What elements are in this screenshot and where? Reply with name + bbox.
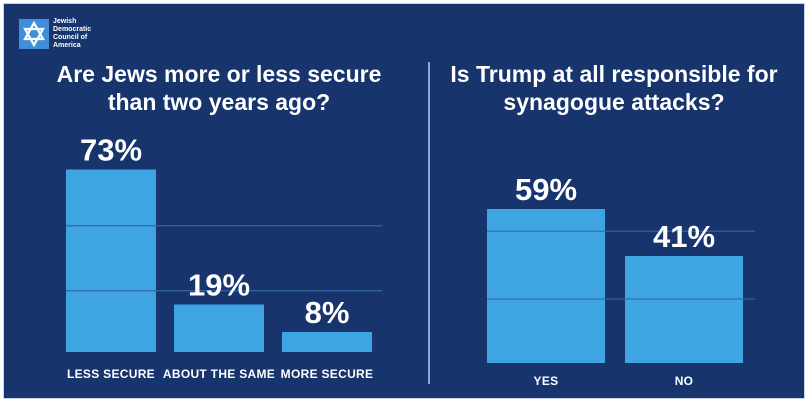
infographic-frame: Jewish Democratic Council of America Are…	[3, 3, 805, 399]
chart-title-trump: Is Trump at all responsible for synagogu…	[450, 61, 778, 115]
value-label: 19%	[188, 268, 250, 303]
jdca-logo: Jewish Democratic Council of America	[19, 16, 119, 52]
category-label: ABOUT THE SAME	[163, 367, 275, 381]
bar-trump-2	[625, 255, 743, 363]
value-label: 8%	[305, 295, 350, 330]
category-label: YES	[534, 374, 559, 388]
bar-security-1	[66, 169, 156, 352]
logo-line: Democratic	[53, 26, 92, 33]
category-label: MORE SECURE	[281, 367, 374, 381]
value-label: 41%	[653, 219, 715, 254]
panel-divider	[428, 62, 430, 384]
logo-line: Jewish	[53, 18, 77, 25]
logo-line: Council of	[53, 34, 88, 41]
value-label: 59%	[515, 172, 577, 207]
category-label: LESS SECURE	[67, 367, 155, 381]
logo-text: Jewish Democratic Council of America	[53, 18, 123, 50]
value-label: 73%	[80, 133, 142, 168]
logo-line: America	[53, 42, 81, 49]
bar-security-3	[282, 332, 372, 352]
bar-charts: 73% LESS SECURE 19% ABOUT THE SAME 8% MORE SE…	[66, 133, 755, 388]
chart-title-security: Are Jews more or less secure than two ye…	[56, 61, 382, 115]
bar-trump-1	[487, 209, 605, 363]
star-of-david-icon	[19, 19, 49, 49]
category-label: NO	[675, 374, 694, 388]
bar-security-2	[174, 304, 264, 352]
